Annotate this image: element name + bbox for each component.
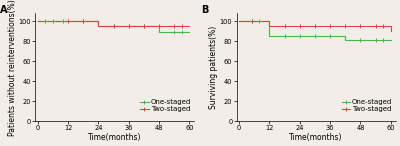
Legend: One-staged, Two-staged: One-staged, Two-staged [342, 99, 392, 112]
Text: A: A [0, 5, 8, 14]
X-axis label: Time(months): Time(months) [290, 133, 343, 142]
X-axis label: Time(months): Time(months) [88, 133, 142, 142]
Text: B: B [202, 5, 209, 14]
Legend: One-staged, Two-staged: One-staged, Two-staged [140, 99, 191, 112]
Y-axis label: Patients without reinterventions(%): Patients without reinterventions(%) [8, 0, 17, 136]
Y-axis label: Surviving patients(%): Surviving patients(%) [209, 26, 218, 109]
